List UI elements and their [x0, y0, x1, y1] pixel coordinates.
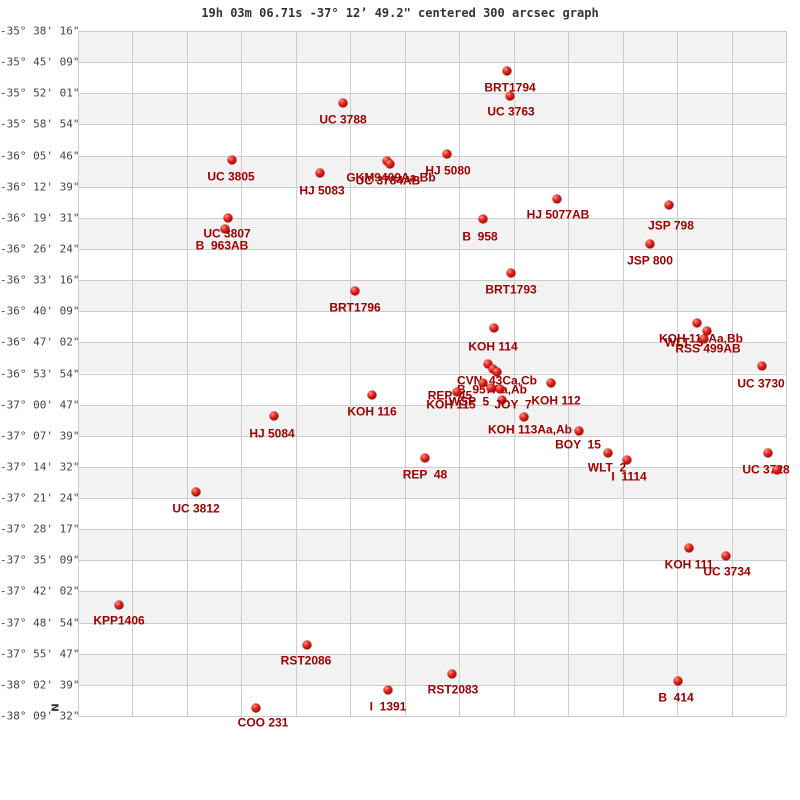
y-tick-label: -36° 53' 54"	[0, 367, 80, 380]
gridline-horizontal	[78, 591, 786, 593]
shaded-band	[78, 93, 786, 125]
gridline-horizontal	[78, 498, 786, 500]
y-tick-label: -35° 38' 16"	[0, 24, 80, 38]
gridline-horizontal	[78, 684, 786, 686]
y-tick-label: -37° 35' 09"	[0, 553, 80, 567]
gridline-horizontal	[78, 716, 786, 717]
gridline-horizontal	[78, 529, 786, 531]
gridline-horizontal	[78, 373, 786, 375]
y-tick-label: -36° 40' 09"	[0, 304, 80, 318]
gridline-horizontal	[78, 155, 786, 157]
gridline-horizontal	[78, 62, 786, 64]
gridline-vertical	[350, 31, 352, 716]
y-tick-label: -36° 47' 02"	[0, 335, 80, 349]
y-tick-label: -36° 12' 39"	[0, 180, 80, 194]
gridline-vertical	[404, 31, 406, 716]
shaded-band	[78, 155, 786, 187]
y-tick-label: -35° 52' 01"	[0, 86, 80, 100]
gridline-horizontal	[78, 311, 786, 313]
gridline-horizontal	[78, 217, 786, 219]
gridline-vertical	[186, 31, 188, 716]
gridline-vertical	[622, 31, 624, 716]
y-tick-label: -38° 09' 32"	[0, 709, 80, 723]
gridline-horizontal	[78, 31, 786, 32]
star-label: COO 231	[237, 715, 289, 730]
y-tick-label: -37° 07' 39"	[0, 429, 80, 443]
gridline-horizontal	[78, 124, 786, 126]
gridline-vertical	[677, 31, 679, 716]
y-tick-label: -36° 19' 31"	[0, 211, 80, 225]
y-tick-label: -37° 00' 47"	[0, 398, 80, 412]
y-tick-label: -37° 48' 54"	[0, 616, 80, 630]
y-tick-label: -36° 05' 46"	[0, 149, 80, 163]
north-compass-label: N	[48, 703, 60, 712]
shaded-band	[78, 342, 786, 374]
gridline-horizontal	[78, 342, 786, 344]
gridline-horizontal	[78, 248, 786, 250]
y-tick-label: -37° 28' 17"	[0, 522, 80, 536]
gridline-horizontal	[78, 404, 786, 406]
shaded-band	[78, 466, 786, 499]
gridline-horizontal	[78, 93, 786, 95]
gridline-vertical	[459, 31, 461, 716]
gridline-vertical	[295, 31, 297, 716]
gridline-vertical	[568, 31, 570, 716]
gridline-horizontal	[78, 466, 786, 468]
gridline-horizontal	[78, 622, 786, 624]
shaded-band	[78, 280, 786, 312]
gridline-vertical	[78, 31, 79, 716]
y-tick-label: -37° 55' 47"	[0, 647, 80, 661]
gridline-vertical	[731, 31, 733, 716]
shaded-band	[78, 31, 786, 63]
gridline-horizontal	[78, 186, 786, 188]
plot-area	[78, 31, 787, 717]
y-tick-label: -37° 21' 24"	[0, 491, 80, 505]
y-tick-label: -35° 58' 54"	[0, 117, 80, 131]
gridline-horizontal	[78, 653, 786, 655]
gridline-vertical	[241, 31, 243, 716]
gridline-vertical	[513, 31, 515, 716]
gridline-horizontal	[78, 280, 786, 282]
y-tick-label: -35° 45' 09"	[0, 55, 80, 69]
y-tick-label: -37° 14' 32"	[0, 460, 80, 474]
shaded-band	[78, 653, 786, 685]
y-tick-label: -37° 42' 02"	[0, 584, 80, 598]
y-tick-label: -38° 02' 39"	[0, 678, 80, 692]
y-tick-label: -36° 33' 16"	[0, 273, 80, 287]
gridline-horizontal	[78, 435, 786, 437]
gridline-vertical	[132, 31, 134, 716]
shaded-band	[78, 404, 786, 436]
shaded-band	[78, 591, 786, 623]
gridline-horizontal	[78, 560, 786, 562]
chart-title: 19h 03m 06.71s -37° 12’ 49.2" centered 3…	[201, 6, 599, 20]
shaded-band	[78, 529, 786, 561]
gridline-vertical	[786, 31, 787, 716]
shaded-band	[78, 217, 786, 249]
y-tick-label: -36° 26' 24"	[0, 242, 80, 256]
